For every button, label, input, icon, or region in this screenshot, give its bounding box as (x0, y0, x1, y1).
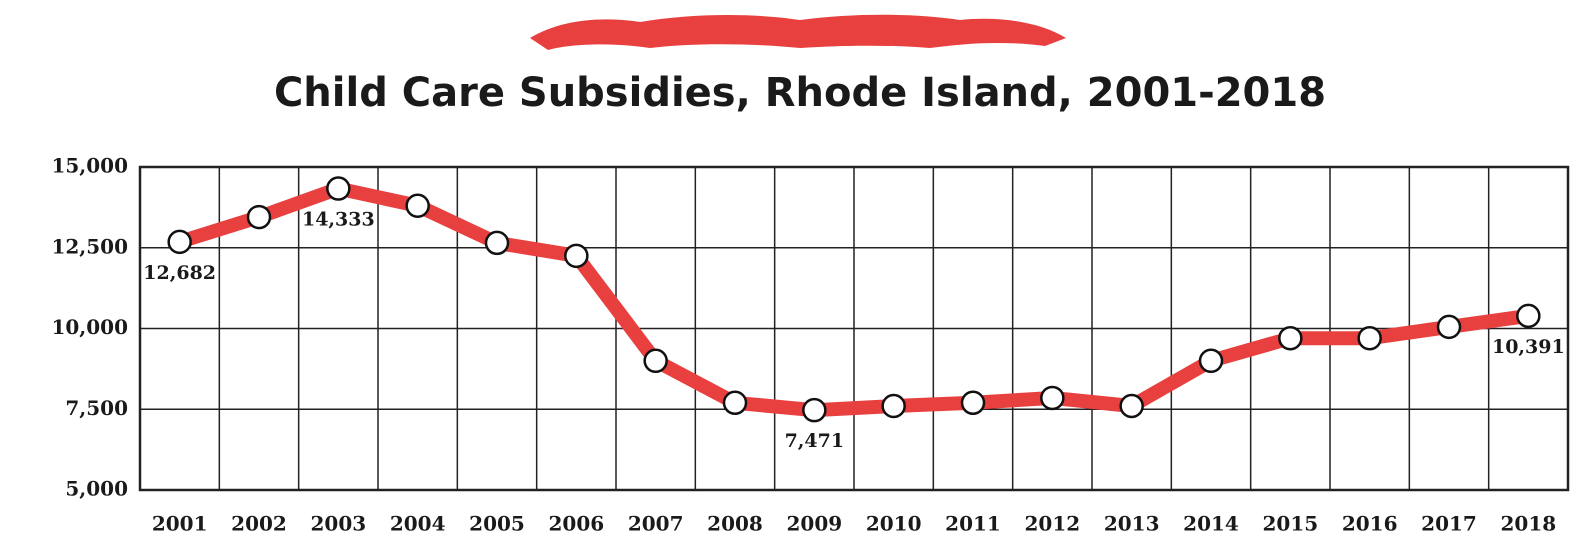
chart-title: Child Care Subsidies, Rhode Island, 2001… (274, 70, 1326, 116)
x-tick-label: 2007 (628, 512, 684, 536)
data-point (1040, 385, 1065, 411)
data-point (802, 397, 827, 423)
x-tick-label: 2008 (707, 512, 763, 536)
data-point (643, 348, 668, 374)
x-tick-label: 2006 (548, 512, 604, 536)
x-tick-label: 2016 (1342, 512, 1398, 536)
data-point (167, 229, 192, 255)
value-label: 10,391 (1492, 336, 1565, 358)
x-tick-label: 2012 (1024, 512, 1080, 536)
data-point (960, 390, 986, 416)
value-label: 14,333 (302, 209, 375, 231)
y-tick-label: 7,500 (65, 396, 128, 420)
data-point (722, 390, 748, 416)
data-point (1436, 314, 1462, 340)
data-point (1516, 303, 1541, 329)
value-label: 7,471 (785, 430, 845, 452)
x-tick-label: 2014 (1183, 512, 1239, 536)
series-line (172, 181, 1536, 418)
x-tick-label: 2004 (390, 512, 446, 536)
data-point (484, 230, 510, 256)
x-tick-label: 2001 (152, 512, 208, 536)
data-point (881, 393, 906, 419)
plot-border (138, 165, 1570, 492)
data-point (564, 243, 589, 269)
x-tick-label: 2005 (469, 512, 525, 536)
y-tick-label: 10,000 (51, 315, 128, 339)
y-tick-label: 5,000 (65, 477, 128, 501)
x-tick-label: 2015 (1262, 512, 1318, 536)
data-point (405, 193, 430, 219)
title-ribbon (530, 14, 1066, 51)
data-point (246, 204, 272, 230)
data-point (1357, 325, 1382, 351)
x-tick-label: 2017 (1421, 512, 1477, 536)
data-point (1278, 325, 1303, 351)
data-point (1119, 393, 1144, 419)
data-point (1198, 348, 1224, 374)
x-tick-label: 2002 (231, 512, 287, 536)
data-point (326, 176, 351, 201)
x-tick-label: 2010 (866, 512, 922, 536)
x-tick-label: 2018 (1500, 512, 1556, 536)
x-tick-label: 2009 (786, 512, 842, 536)
x-tick-label: 2013 (1104, 512, 1160, 536)
x-tick-label: 2003 (310, 512, 366, 536)
x-tick-label: 2011 (945, 512, 1001, 536)
y-tick-label: 15,000 (51, 154, 128, 178)
value-label: 12,682 (143, 262, 216, 284)
y-tick-label: 12,500 (51, 234, 128, 258)
